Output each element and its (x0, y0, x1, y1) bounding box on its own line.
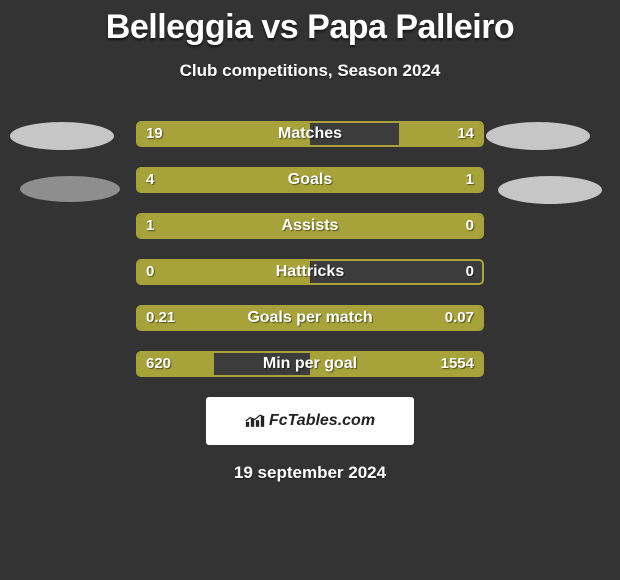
bar-frame (136, 213, 484, 239)
stat-row: 10Assists (136, 213, 484, 239)
bar-left (138, 215, 399, 237)
value-right: 1554 (431, 351, 484, 377)
value-right: 1 (456, 167, 484, 193)
stat-row: 41Goals (136, 167, 484, 193)
stat-row: 0.210.07Goals per match (136, 305, 484, 331)
value-right: 0.07 (435, 305, 484, 331)
brand-badge[interactable]: FcTables.com (206, 397, 414, 445)
avatar-placeholder (486, 122, 590, 150)
page-title: Belleggia vs Papa Palleiro (0, 8, 620, 47)
value-right: 0 (456, 259, 484, 285)
subtitle: Club competitions, Season 2024 (0, 61, 620, 81)
stat-row: 00Hattricks (136, 259, 484, 285)
chart-icon (245, 414, 265, 428)
date-caption: 19 september 2024 (0, 463, 620, 483)
value-right: 0 (456, 213, 484, 239)
stat-row: 1914Matches (136, 121, 484, 147)
stat-rows: 1914Matches41Goals10Assists00Hattricks0.… (0, 121, 620, 377)
stat-row: 6201554Min per goal (136, 351, 484, 377)
value-right: 14 (447, 121, 484, 147)
value-left: 0.21 (136, 305, 185, 331)
value-left: 4 (136, 167, 164, 193)
value-left: 19 (136, 121, 173, 147)
value-left: 620 (136, 351, 181, 377)
bar-frame (136, 167, 484, 193)
comparison-card: Belleggia vs Papa Palleiro Club competit… (0, 0, 620, 483)
bar-frame (136, 121, 484, 147)
avatar-placeholder (20, 176, 120, 202)
brand-text: FcTables.com (269, 412, 375, 430)
avatar-placeholder (498, 176, 602, 204)
bar-frame (136, 259, 484, 285)
avatar-placeholder (10, 122, 114, 150)
value-left: 0 (136, 259, 164, 285)
bar-left (138, 169, 399, 191)
value-left: 1 (136, 213, 164, 239)
bar-frame (136, 305, 484, 331)
